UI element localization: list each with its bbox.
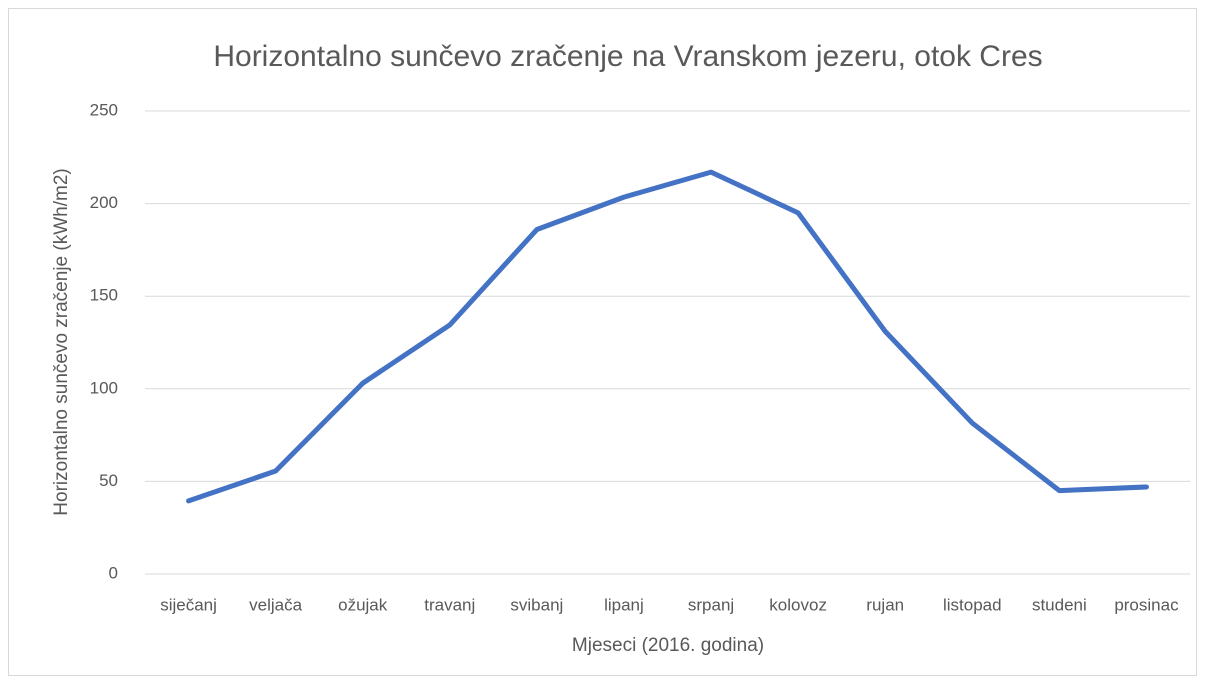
x-tick-label: svibanj (510, 595, 563, 614)
y-tick-label: 200 (90, 193, 118, 212)
x-tick-label: rujan (866, 595, 904, 614)
x-tick-label: srpanj (688, 595, 734, 614)
x-tick-label: siječanj (160, 595, 217, 614)
x-tick-label: veljača (249, 595, 302, 614)
y-tick-label: 250 (90, 100, 118, 119)
chart-title: Horizontalno sunčevo zračenje na Vransko… (213, 40, 1042, 73)
x-tick-label: travanj (424, 595, 475, 614)
x-tick-label: listopad (943, 595, 1002, 614)
x-tick-label: lipanj (604, 595, 644, 614)
x-tick-label: studeni (1032, 595, 1087, 614)
x-tick-label: prosinac (1114, 595, 1179, 614)
y-tick-label: 0 (109, 563, 118, 582)
x-tick-label: ožujak (338, 595, 388, 614)
data-line (186, 169, 1149, 504)
x-tick-label: kolovoz (769, 595, 827, 614)
y-tick-label: 150 (90, 286, 118, 305)
y-axis-label: Horizontalno sunčevo zračenje (kWh/m2) (51, 168, 72, 515)
y-tick-label: 50 (99, 471, 118, 490)
x-axis-label: Mjeseci (2016. godina) (572, 635, 764, 656)
chart-border (8, 8, 1197, 676)
y-tick-label: 100 (90, 378, 118, 397)
